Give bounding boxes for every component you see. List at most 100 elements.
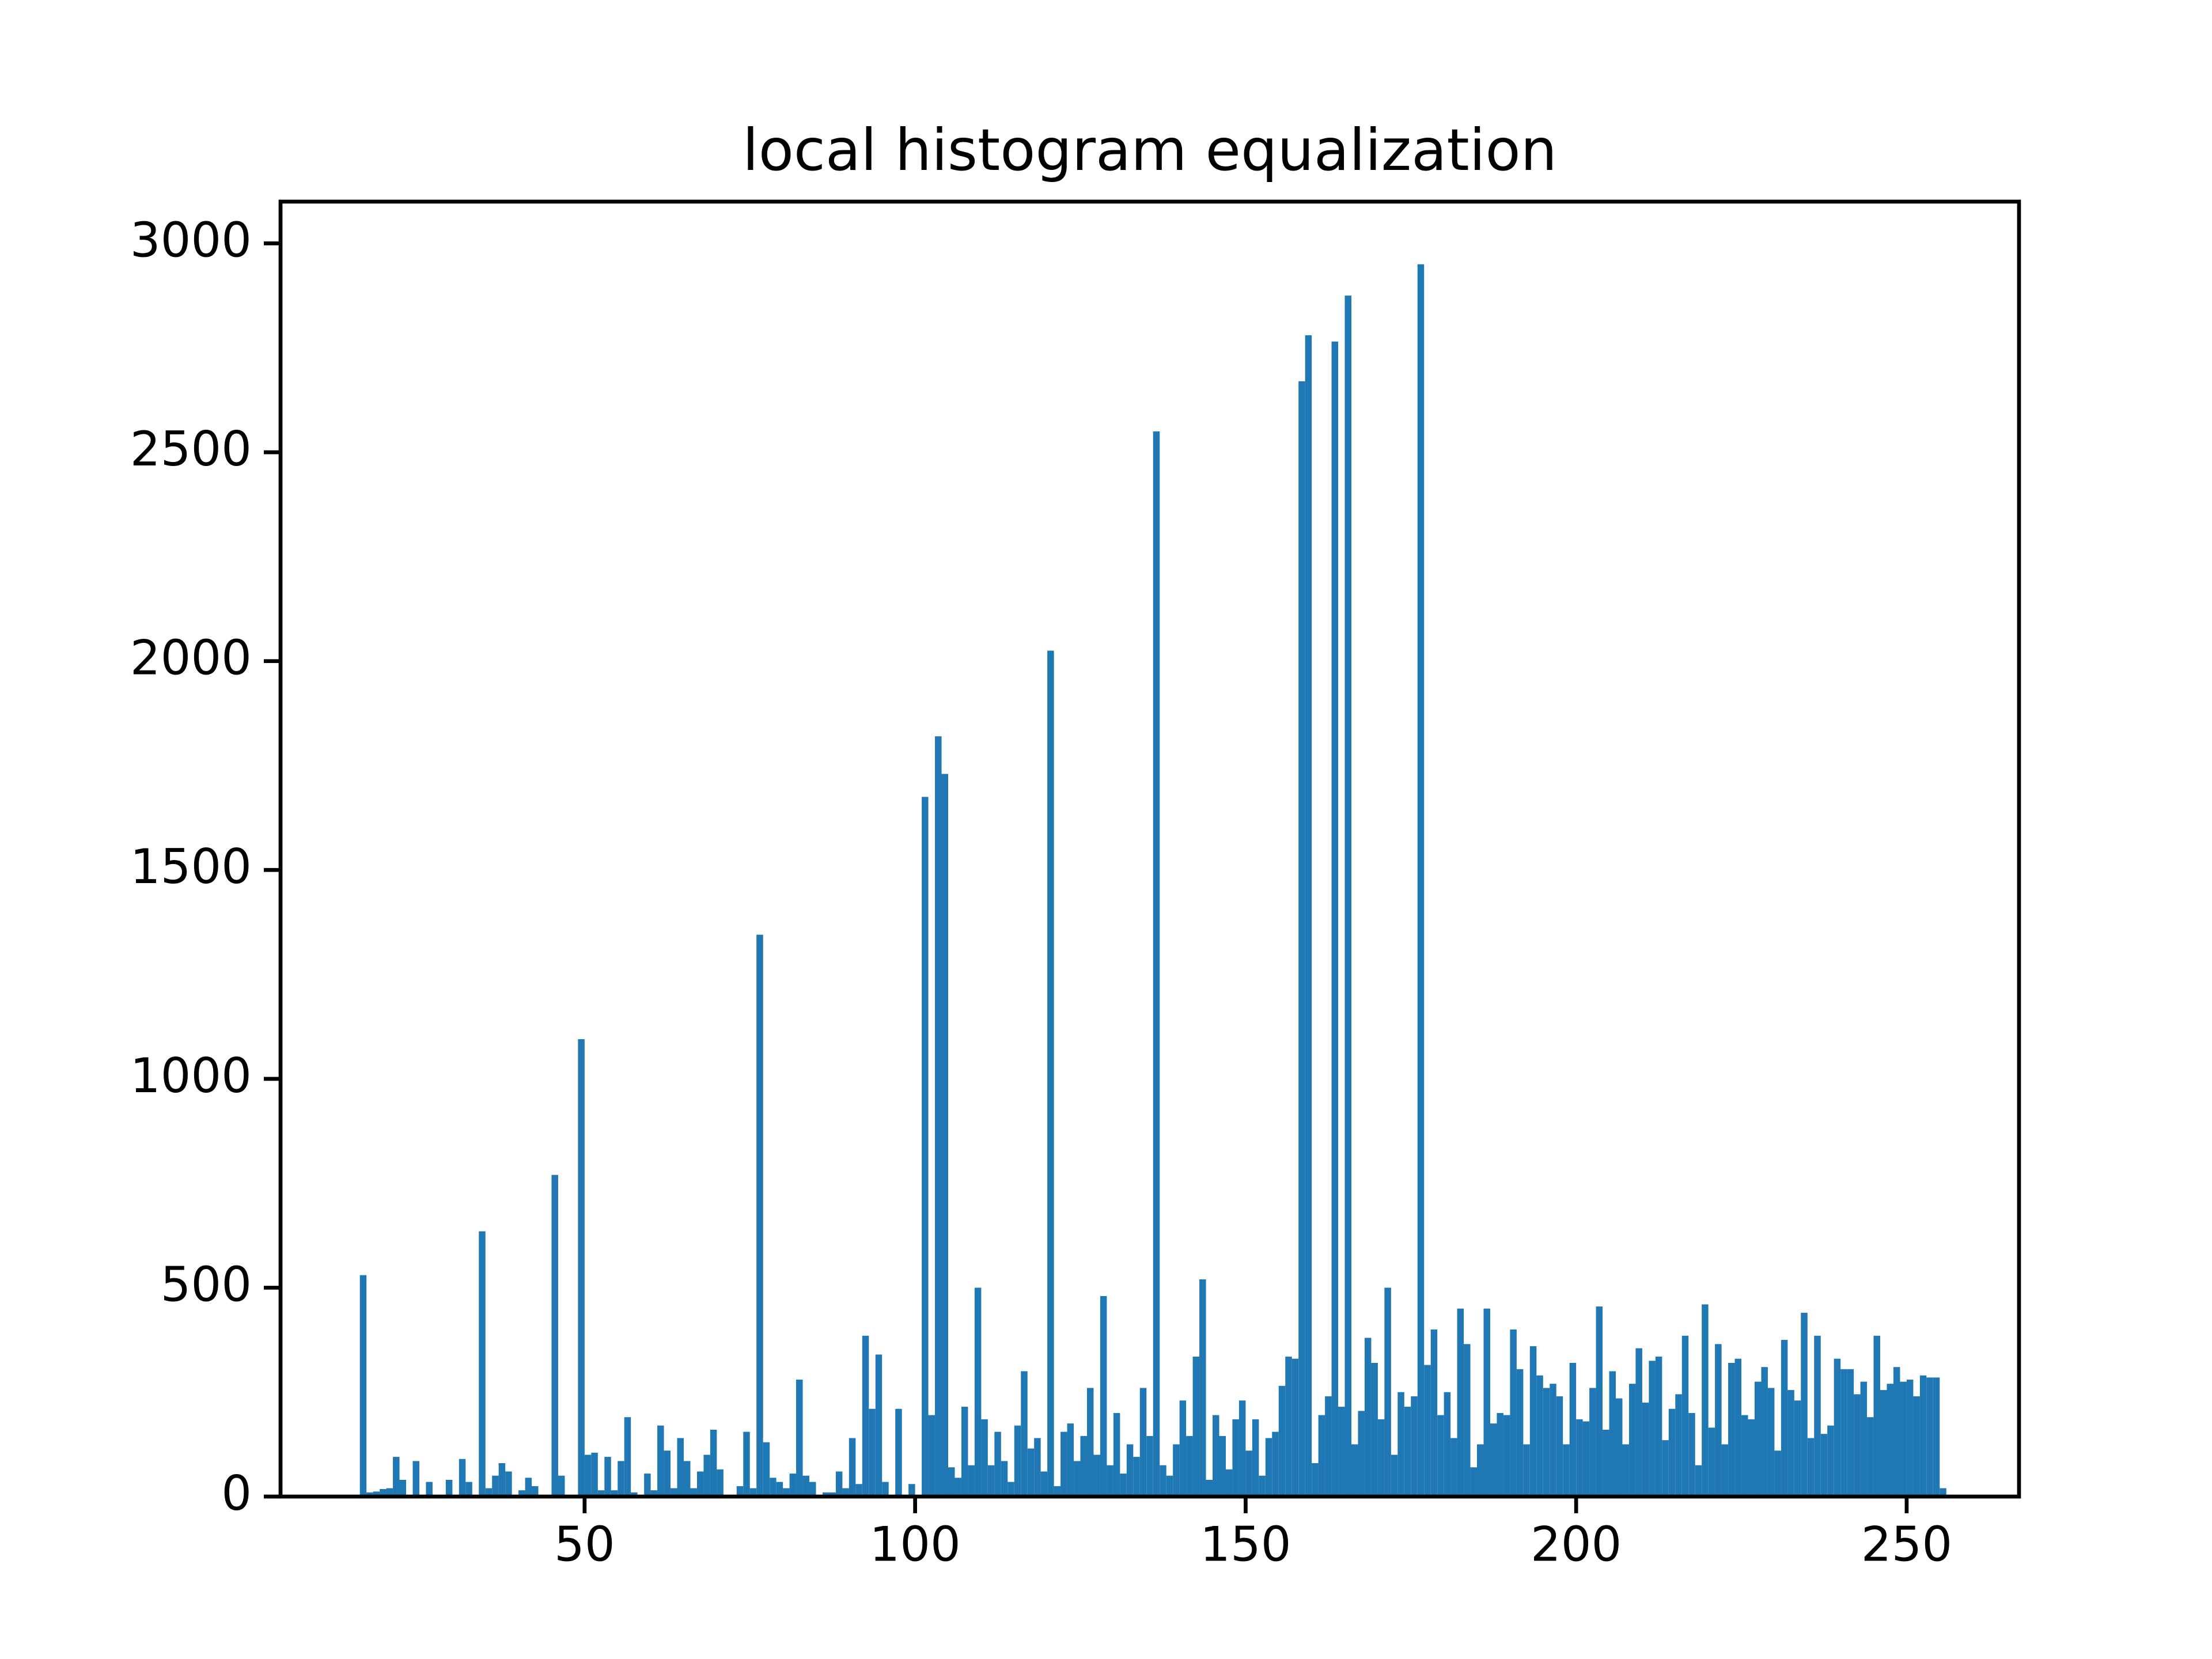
bar <box>1027 1448 1035 1497</box>
bar <box>1417 264 1425 1497</box>
bar <box>445 1479 453 1497</box>
bar <box>366 1492 373 1497</box>
bar <box>551 1175 558 1497</box>
bar <box>426 1482 433 1497</box>
bar <box>1364 1338 1372 1497</box>
bar <box>1325 1396 1332 1497</box>
bar <box>1153 431 1160 1497</box>
bar <box>1576 1419 1583 1497</box>
bar <box>498 1463 506 1497</box>
bar <box>842 1488 849 1497</box>
bar <box>1787 1390 1794 1497</box>
x-tick-label: 150 <box>1200 1517 1291 1573</box>
bar <box>749 1488 757 1497</box>
y-tick-label: 3000 <box>130 212 252 268</box>
bar <box>1278 1385 1286 1497</box>
bar <box>1430 1329 1438 1497</box>
bar <box>1397 1392 1404 1497</box>
bar <box>683 1461 691 1497</box>
bar <box>987 1465 995 1497</box>
bar <box>1225 1469 1233 1497</box>
bar <box>578 1039 585 1497</box>
bar <box>1702 1304 1709 1497</box>
bar <box>380 1488 387 1497</box>
bar <box>743 1431 750 1497</box>
bar <box>1371 1362 1378 1497</box>
bar <box>1265 1438 1272 1497</box>
x-tick-label: 100 <box>869 1517 960 1573</box>
bar <box>465 1482 472 1497</box>
bar <box>1794 1400 1801 1497</box>
bar <box>928 1415 935 1497</box>
bar <box>1245 1450 1252 1497</box>
bar <box>1741 1415 1748 1497</box>
bar <box>505 1471 512 1497</box>
bar <box>1900 1381 1907 1497</box>
bar <box>650 1490 658 1497</box>
bar <box>1483 1308 1490 1497</box>
bar <box>941 774 949 1497</box>
bar <box>835 1471 843 1497</box>
bar <box>882 1482 889 1497</box>
bar <box>1166 1475 1173 1497</box>
x-tick-label: 250 <box>1861 1517 1952 1573</box>
bar <box>961 1407 968 1497</box>
bar <box>1510 1329 1517 1497</box>
bar <box>1232 1419 1239 1497</box>
bar <box>1655 1357 1662 1497</box>
bar <box>974 1287 982 1497</box>
bar <box>1550 1384 1556 1497</box>
bar <box>1860 1381 1868 1497</box>
bar <box>783 1488 790 1497</box>
bar <box>1774 1450 1781 1497</box>
axes-frame <box>278 199 2021 1499</box>
bar <box>1411 1396 1418 1497</box>
bar <box>1582 1421 1590 1497</box>
bar <box>1086 1388 1094 1497</box>
bar <box>1113 1412 1120 1497</box>
bar <box>1807 1438 1815 1497</box>
bar <box>756 934 763 1497</box>
bar <box>1523 1444 1530 1497</box>
bar <box>1642 1402 1649 1497</box>
bar <box>1497 1412 1503 1497</box>
bar <box>1913 1396 1920 1497</box>
bar <box>1318 1415 1325 1497</box>
bar <box>1457 1308 1464 1497</box>
bar <box>359 1275 367 1497</box>
bar <box>1377 1419 1385 1497</box>
bar <box>875 1354 882 1497</box>
bar <box>1662 1440 1669 1497</box>
bar <box>789 1474 797 1497</box>
bar <box>1424 1365 1431 1497</box>
bar <box>1305 335 1312 1497</box>
bar <box>1616 1398 1623 1497</box>
x-tick-label: 200 <box>1531 1517 1622 1573</box>
bar <box>393 1457 400 1497</box>
bar <box>763 1442 770 1497</box>
bar <box>492 1475 499 1497</box>
bar <box>776 1482 783 1497</box>
bar <box>1444 1392 1451 1497</box>
bar <box>717 1469 724 1497</box>
bar <box>1344 296 1351 1497</box>
bar <box>1272 1431 1279 1497</box>
bar <box>1681 1335 1689 1497</box>
bar <box>981 1419 988 1497</box>
bar <box>1814 1335 1821 1497</box>
bar <box>1622 1444 1629 1497</box>
bar <box>1351 1444 1358 1497</box>
bar <box>1926 1377 1933 1497</box>
bar <box>1285 1357 1292 1497</box>
y-tick-label: 2500 <box>130 421 252 477</box>
bar <box>1338 1407 1345 1497</box>
bar <box>1721 1444 1729 1497</box>
bar <box>1820 1434 1828 1497</box>
bar <box>855 1484 862 1497</box>
bar <box>1179 1400 1187 1497</box>
bar <box>1126 1444 1134 1497</box>
bar <box>869 1408 876 1497</box>
bar <box>525 1478 532 1497</box>
bar <box>895 1408 902 1497</box>
bar <box>1748 1419 1755 1497</box>
